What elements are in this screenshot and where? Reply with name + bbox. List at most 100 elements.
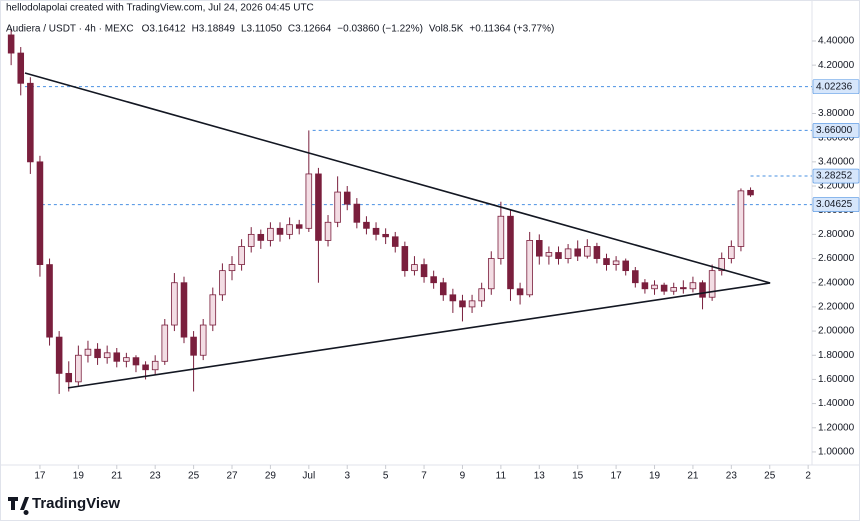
level-label: 3.66000 xyxy=(816,125,853,136)
candle-body xyxy=(584,246,591,257)
candle-body xyxy=(161,324,169,362)
candle-body xyxy=(593,246,601,259)
candle-body xyxy=(555,252,562,259)
y-tick-label: 2.60000 xyxy=(818,253,855,264)
level-label: 3.28252 xyxy=(816,171,853,182)
x-tick-label: 13 xyxy=(534,471,546,482)
level-label-box xyxy=(812,168,860,184)
candle-body xyxy=(411,264,418,272)
brand-name: TradingView xyxy=(32,495,120,512)
candle-body xyxy=(747,189,754,196)
y-tick-label: 1.80000 xyxy=(818,350,855,361)
candle-body xyxy=(651,284,658,290)
x-tick-label: 11 xyxy=(496,471,507,482)
y-tick-label: 3.80000 xyxy=(818,108,855,119)
y-tick-label: 3.20000 xyxy=(818,181,855,192)
candle-body xyxy=(84,348,92,356)
candle-body xyxy=(113,352,121,362)
candle-body xyxy=(286,224,293,235)
axes: 1.00000 1.20000 1.40000 1.60000 1.80000 2.000… xyxy=(34,36,860,482)
x-tick-label: 19 xyxy=(649,471,661,482)
x-tick-label: 7 xyxy=(421,471,427,482)
candle-body xyxy=(219,270,226,296)
candle-body xyxy=(305,173,313,229)
candle-body xyxy=(603,258,610,265)
candle-body xyxy=(199,324,207,356)
logo-icon xyxy=(8,497,29,515)
candle-body xyxy=(132,357,140,366)
x-tick-label: 25 xyxy=(188,471,200,482)
x-tick-label: 5 xyxy=(383,471,389,482)
candle-body xyxy=(46,264,53,338)
candle-body xyxy=(689,282,697,290)
plot-area xyxy=(7,28,812,394)
y-tick-label: 1.20000 xyxy=(818,422,855,433)
candle-body xyxy=(430,276,437,284)
x-tick-label: 3 xyxy=(344,471,350,482)
candle-body xyxy=(526,240,533,296)
level-label-box xyxy=(812,123,860,138)
candle-body xyxy=(391,236,399,247)
candle-body xyxy=(372,227,380,235)
candle-body xyxy=(247,233,255,247)
candle-body xyxy=(55,336,63,374)
x-tick-label: 23 xyxy=(726,471,738,482)
candle-body xyxy=(612,260,620,265)
x-tick-label: 15 xyxy=(572,471,584,482)
candle-body xyxy=(420,264,428,278)
candle-body xyxy=(382,233,389,238)
legend-item: H3.18849 xyxy=(192,24,236,35)
y-tick-label: 1.40000 xyxy=(818,398,855,409)
candle-body xyxy=(65,372,73,383)
level-label-box xyxy=(812,79,860,94)
candle-body xyxy=(449,294,457,302)
x-tick-label: Jul xyxy=(302,471,315,482)
x-tick-label: 9 xyxy=(460,471,466,482)
candle-body xyxy=(324,221,332,241)
candle-body xyxy=(564,248,572,259)
candle-body xyxy=(17,52,25,84)
candle-body xyxy=(238,246,245,265)
y-tick-label: 4.40000 xyxy=(818,36,855,47)
y-tick-label: 2.80000 xyxy=(818,229,855,240)
x-tick-label: 17 xyxy=(34,471,46,482)
candle-body xyxy=(401,246,409,272)
y-tick-label: 2.00000 xyxy=(818,326,855,337)
candle-body xyxy=(36,161,44,265)
legend-item: L3.11050 xyxy=(241,24,282,35)
legend-item: −0.03860 (−1.22%) xyxy=(337,24,423,35)
legend-item: C3.12664 xyxy=(288,24,332,35)
candle-body xyxy=(737,190,745,247)
candle-body xyxy=(660,284,668,292)
trendline xyxy=(67,282,771,389)
candle-body xyxy=(353,203,361,223)
candle-body xyxy=(142,364,149,371)
candle-body xyxy=(459,300,466,308)
candle-body xyxy=(699,282,706,298)
y-tick-label: 3.40000 xyxy=(818,156,855,167)
brand-logo: TradingView xyxy=(8,495,120,515)
header-text: hellodolapolai created with TradingView.… xyxy=(6,3,314,14)
candle-body xyxy=(94,348,101,359)
legend-item: O3.16412 xyxy=(142,24,186,35)
y-tick-label: 2.40000 xyxy=(818,277,855,288)
candle-body xyxy=(190,336,197,356)
candle-body xyxy=(516,288,524,296)
candle-body xyxy=(439,282,447,296)
level-label: 4.02236 xyxy=(816,81,853,92)
candle-body xyxy=(228,264,236,272)
candle-body xyxy=(27,82,34,163)
candle-body xyxy=(171,282,178,326)
candle-body xyxy=(497,215,505,259)
candle-body xyxy=(728,246,735,259)
candle-body xyxy=(75,354,82,383)
x-tick-label: 17 xyxy=(611,471,623,482)
candle-body xyxy=(180,282,188,338)
x-tick-label: 21 xyxy=(111,471,123,482)
candle-body xyxy=(123,357,130,362)
candle-body xyxy=(209,294,217,326)
candle-body xyxy=(334,191,341,223)
candle-body xyxy=(574,248,581,257)
level-label-box xyxy=(812,197,860,212)
